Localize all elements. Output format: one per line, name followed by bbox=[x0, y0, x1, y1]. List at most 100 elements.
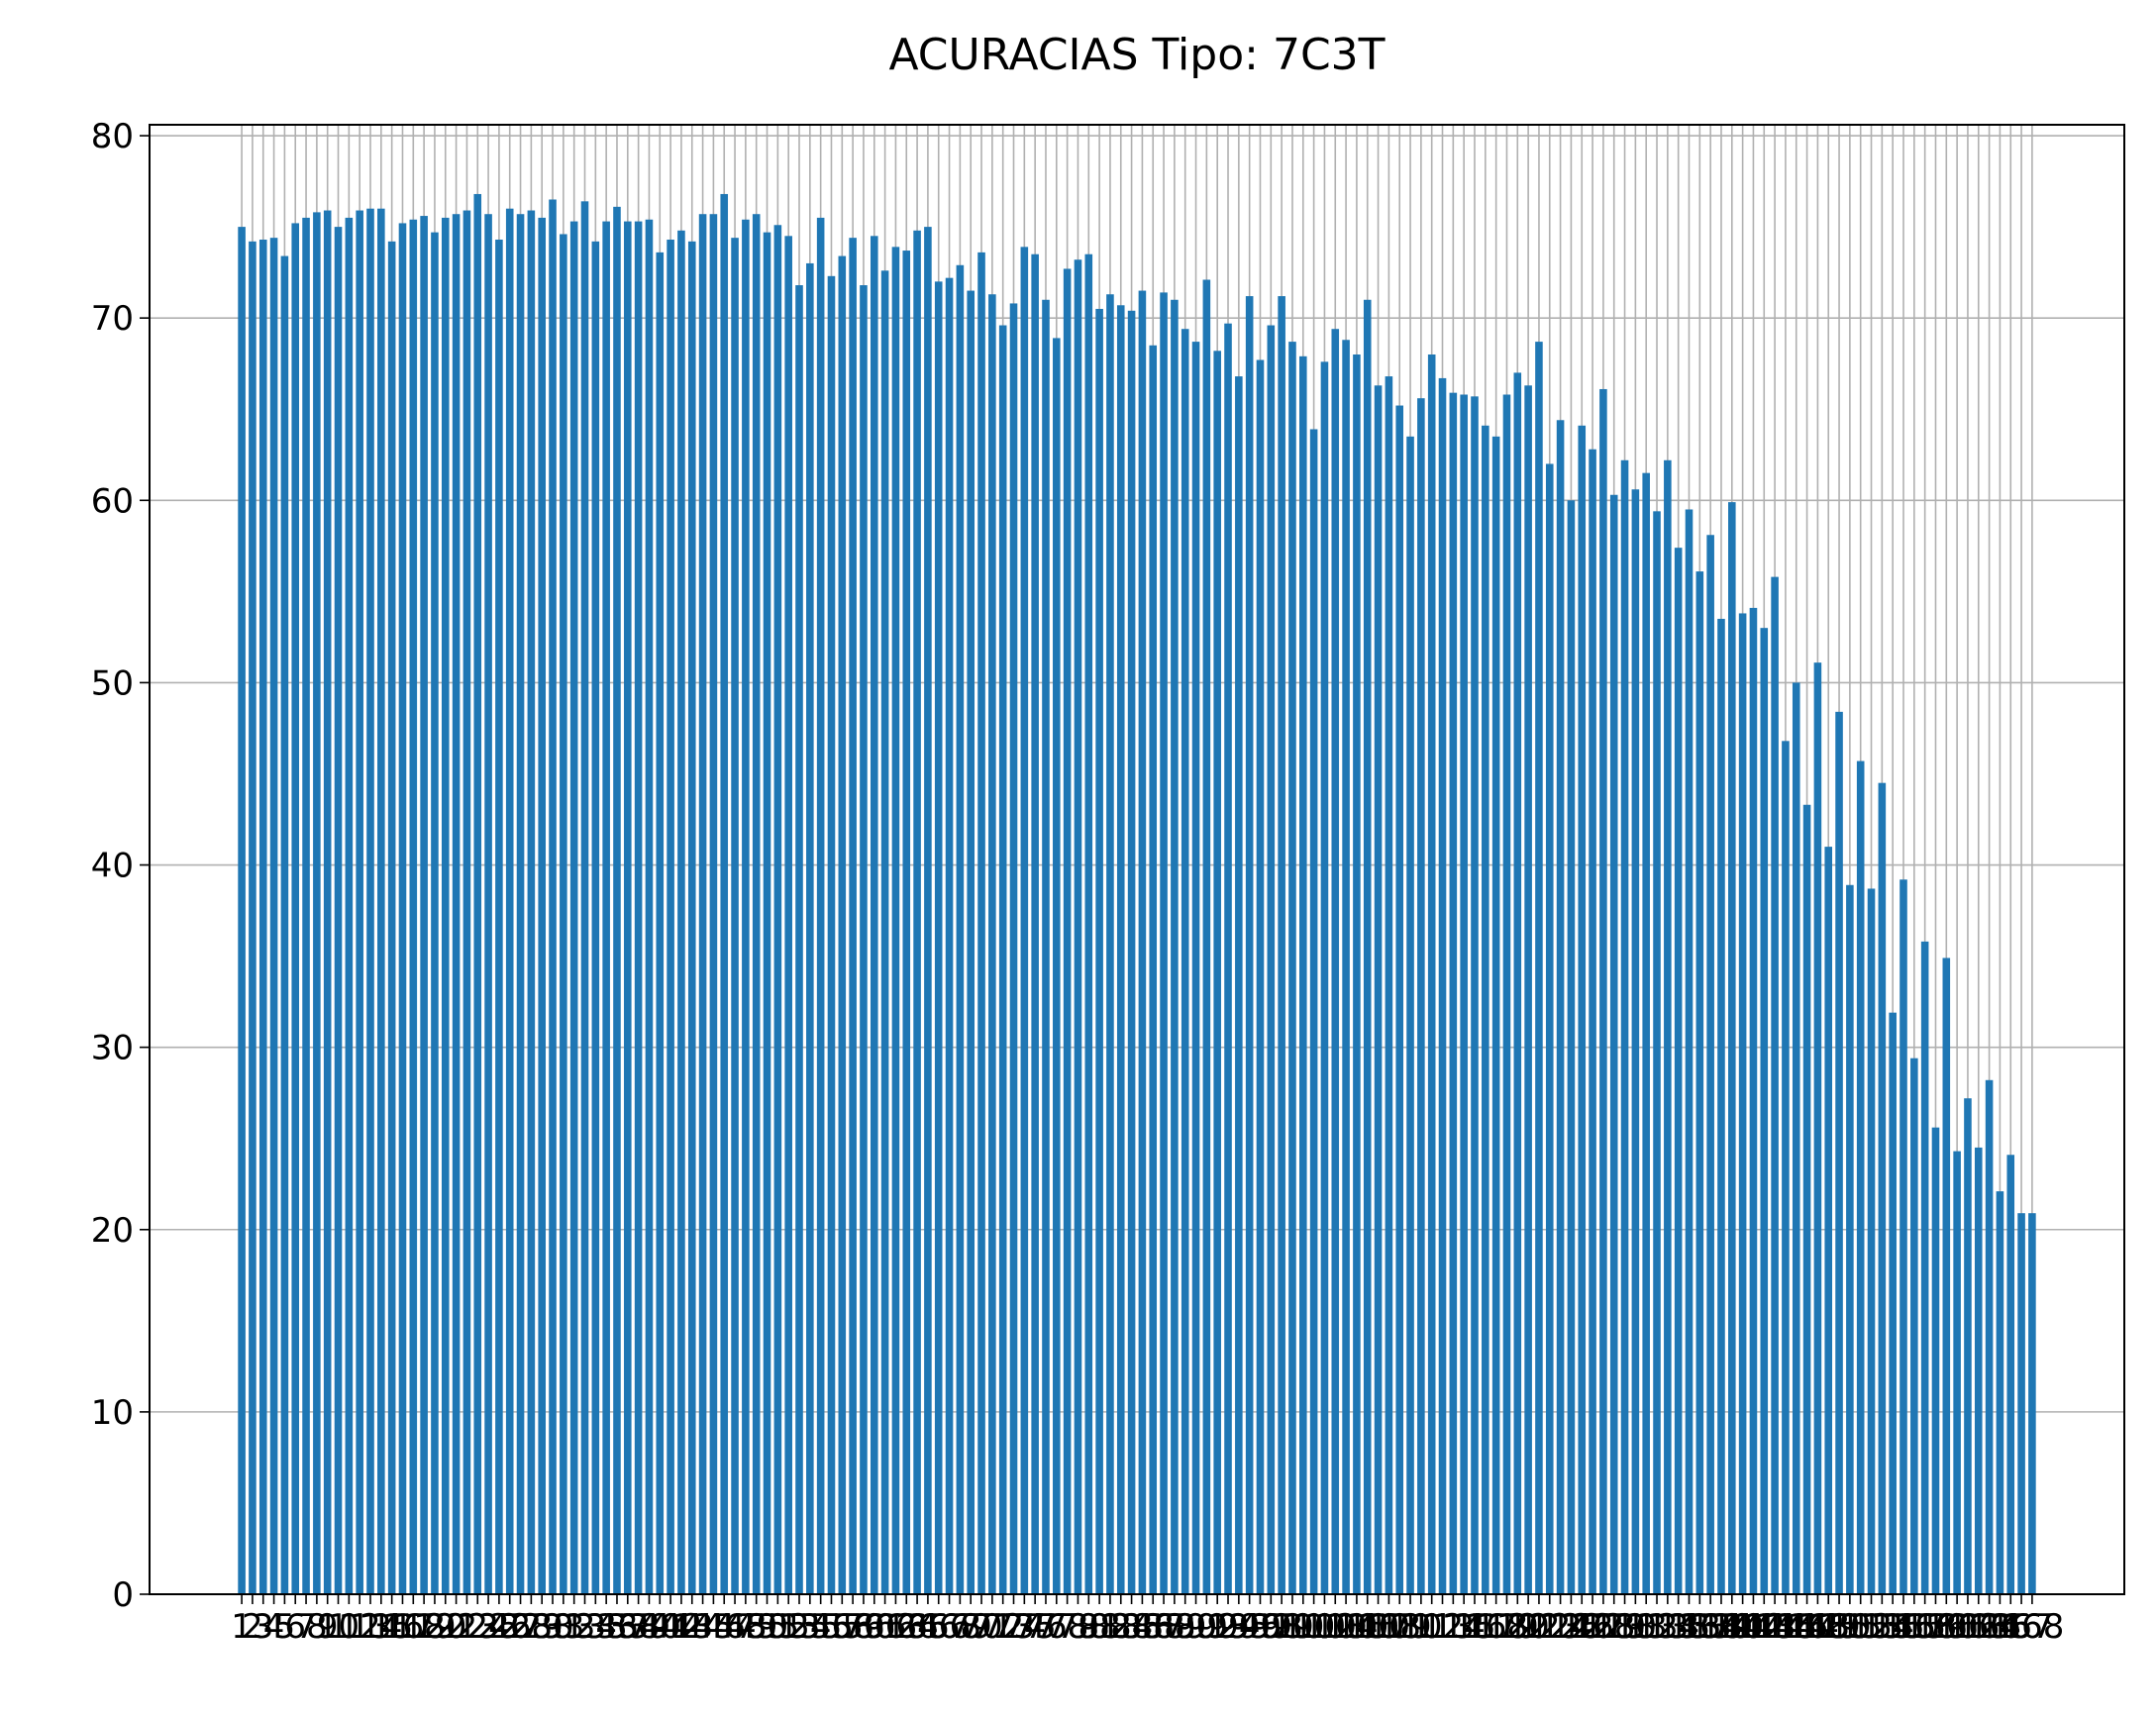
bar bbox=[1674, 548, 1683, 1595]
bar bbox=[720, 193, 729, 1595]
x-tick-label: 99 bbox=[1271, 1607, 1313, 1647]
x-tick-label: 95 bbox=[1228, 1607, 1271, 1647]
x-tick-label: 16 bbox=[381, 1607, 424, 1647]
x-tick-label: 89 bbox=[1164, 1607, 1206, 1647]
x-tick-label: 65 bbox=[906, 1607, 949, 1647]
bar bbox=[1920, 941, 1929, 1594]
x-tick-label: 163 bbox=[1946, 1607, 2010, 1647]
bar bbox=[1406, 436, 1414, 1595]
bar bbox=[827, 275, 836, 1594]
bar bbox=[1738, 613, 1747, 1594]
bar bbox=[1149, 345, 1158, 1594]
y-tick-label: 10 bbox=[91, 1393, 134, 1433]
bar bbox=[366, 208, 374, 1594]
x-tick-label: 113 bbox=[1410, 1607, 1475, 1647]
x-tick-label: 123 bbox=[1517, 1607, 1582, 1647]
bar bbox=[677, 230, 685, 1595]
bar bbox=[1556, 420, 1565, 1594]
bar bbox=[1427, 354, 1436, 1594]
bar bbox=[634, 221, 643, 1594]
x-tick-label: 35 bbox=[585, 1607, 628, 1647]
bar bbox=[1985, 1079, 1994, 1594]
x-tick-label: 55 bbox=[799, 1607, 842, 1647]
x-tick-label: 112 bbox=[1399, 1607, 1464, 1647]
bar bbox=[377, 208, 385, 1594]
bar bbox=[1964, 1098, 1972, 1594]
x-tick-label: 38 bbox=[617, 1607, 660, 1647]
x-tick-label: 78 bbox=[1046, 1607, 1088, 1647]
bar bbox=[956, 264, 965, 1594]
x-tick-label: 104 bbox=[1314, 1607, 1379, 1647]
x-tick-label: 136 bbox=[1657, 1607, 1721, 1647]
bar bbox=[880, 270, 889, 1594]
x-tick-label: 40 bbox=[639, 1607, 681, 1647]
bar bbox=[1524, 385, 1532, 1595]
x-tick-label: 76 bbox=[1024, 1607, 1067, 1647]
x-tick-label: 71 bbox=[971, 1607, 1013, 1647]
bar bbox=[1695, 571, 1704, 1594]
bar bbox=[569, 221, 578, 1594]
bar bbox=[1191, 342, 1200, 1594]
x-tick-label: 126 bbox=[1550, 1607, 1614, 1647]
bar bbox=[1631, 489, 1640, 1594]
x-tick-label: 167 bbox=[1990, 1607, 2054, 1647]
x-tick-label: 5 bbox=[274, 1607, 296, 1647]
bar bbox=[2017, 1213, 2025, 1594]
x-tick-label: 29 bbox=[521, 1607, 564, 1647]
x-tick-label: 63 bbox=[885, 1607, 928, 1647]
x-tick-label: 85 bbox=[1121, 1607, 1164, 1647]
bar bbox=[1084, 253, 1093, 1594]
bar bbox=[1074, 259, 1082, 1594]
bar bbox=[1653, 511, 1661, 1594]
x-tick-label: 125 bbox=[1539, 1607, 1603, 1647]
x-tick-label: 39 bbox=[628, 1607, 670, 1647]
x-tick-label: 3 bbox=[253, 1607, 274, 1647]
x-tick-label: 49 bbox=[735, 1607, 777, 1647]
bar bbox=[1491, 436, 1500, 1595]
bar bbox=[1020, 247, 1029, 1594]
y-tick-label: 60 bbox=[91, 481, 134, 521]
bar bbox=[1620, 459, 1629, 1594]
x-tick-label: 22 bbox=[446, 1607, 488, 1647]
x-tick-label: 116 bbox=[1443, 1607, 1507, 1647]
bar bbox=[902, 251, 911, 1594]
bar bbox=[452, 214, 461, 1594]
bar bbox=[849, 238, 857, 1595]
bar bbox=[1267, 325, 1276, 1594]
x-tick-label: 15 bbox=[370, 1607, 413, 1647]
x-tick-label: 25 bbox=[477, 1607, 520, 1647]
x-tick-label: 47 bbox=[713, 1607, 756, 1647]
x-tick-label: 41 bbox=[649, 1607, 691, 1647]
bar bbox=[752, 214, 761, 1594]
bar bbox=[462, 210, 471, 1594]
x-tick-label: 77 bbox=[1035, 1607, 1078, 1647]
x-tick-label: 1 bbox=[231, 1607, 253, 1647]
x-tick-label: 53 bbox=[777, 1607, 820, 1647]
bar bbox=[924, 227, 932, 1595]
x-tick-label: 110 bbox=[1379, 1607, 1443, 1647]
x-tick-label: 151 bbox=[1817, 1607, 1882, 1647]
bar bbox=[334, 227, 343, 1595]
bar bbox=[1171, 299, 1179, 1594]
x-tick-label: 36 bbox=[595, 1607, 638, 1647]
bar bbox=[1053, 338, 1061, 1595]
bar bbox=[560, 234, 567, 1595]
x-tick-label: 34 bbox=[574, 1607, 617, 1647]
x-tick-label: 23 bbox=[457, 1607, 499, 1647]
x-tick-label: 84 bbox=[1110, 1607, 1153, 1647]
x-tick-label: 118 bbox=[1464, 1607, 1528, 1647]
bar bbox=[1417, 398, 1425, 1594]
x-tick-label: 114 bbox=[1421, 1607, 1486, 1647]
bar bbox=[258, 239, 267, 1595]
x-tick-label: 137 bbox=[1668, 1607, 1732, 1647]
y-tick-label: 80 bbox=[91, 117, 134, 156]
bar bbox=[1127, 310, 1136, 1594]
x-tick-label: 141 bbox=[1710, 1607, 1775, 1647]
bar bbox=[1760, 628, 1769, 1594]
bar bbox=[773, 225, 782, 1594]
bar bbox=[516, 214, 525, 1594]
bar bbox=[945, 277, 954, 1595]
x-tick-label: 43 bbox=[670, 1607, 713, 1647]
x-tick-label: 31 bbox=[542, 1607, 584, 1647]
bar bbox=[345, 217, 354, 1594]
